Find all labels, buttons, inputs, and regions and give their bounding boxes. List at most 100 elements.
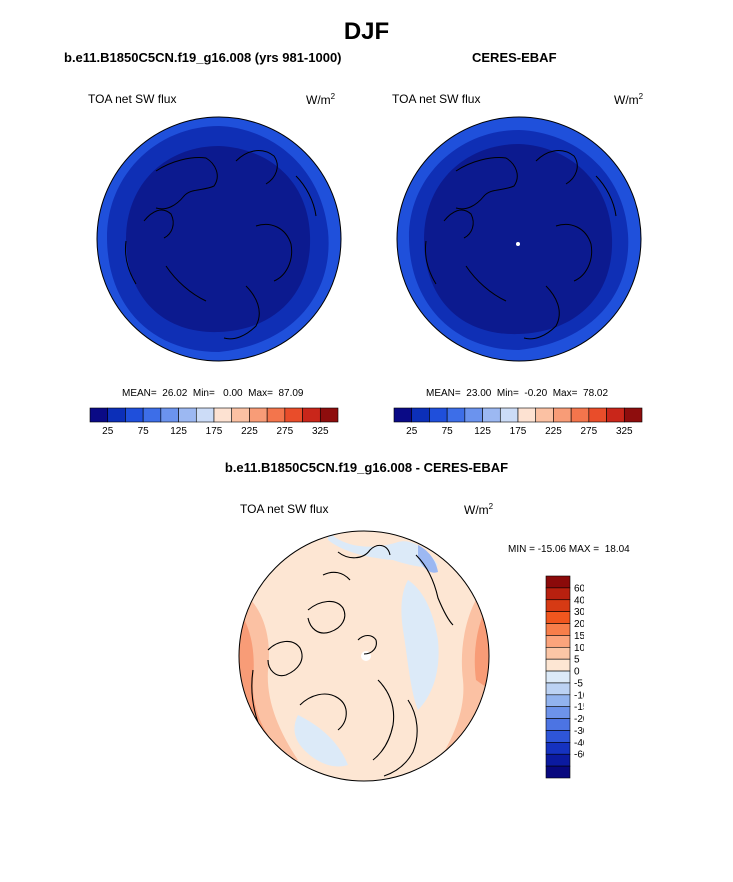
obs-pole-point	[516, 242, 520, 246]
model-units-label: W/m2	[306, 92, 336, 107]
obs-colorbar-tick-label: 125	[474, 426, 491, 437]
model-colorbar-tick-label: 275	[277, 426, 294, 437]
diff-units-label: W/m2	[464, 502, 494, 517]
diff-colorbar-cell	[545, 742, 571, 755]
diff-colorbar-cell	[545, 706, 571, 719]
obs-colorbar-cell	[535, 407, 554, 423]
diff-colorbar-cell	[545, 635, 571, 648]
model-colorbar-tick-label: 25	[102, 426, 114, 437]
diff-colorbar-cell	[545, 646, 571, 660]
model-colorbar-tick-label: 175	[206, 426, 223, 437]
diff-variable-label: TOA net SW flux	[240, 502, 329, 516]
diff-colorbar-cell	[545, 599, 571, 612]
obs-colorbar: 2575125175225275325375	[393, 407, 643, 437]
model-colorbar-cell	[213, 407, 233, 423]
diff-colorbar-tick-label: 40	[574, 595, 584, 606]
model-variable-label: TOA net SW flux	[88, 92, 177, 106]
obs-panel-title: CERES-EBAF	[472, 50, 557, 65]
diff-colorbar-tick-label: -10	[574, 690, 584, 701]
diff-colorbar-tick-label: -30	[574, 726, 584, 737]
obs-colorbar-cell	[393, 407, 413, 423]
figure-title: DJF	[343, 18, 390, 45]
model-colorbar-cell	[142, 407, 162, 423]
obs-colorbar-cell	[553, 407, 572, 423]
diff-colorbar-cell	[545, 753, 571, 767]
diff-colorbar-tick-label: 20	[574, 619, 584, 630]
obs-map-border	[396, 116, 642, 362]
model-colorbar-cell	[284, 407, 303, 423]
model-colorbar-tick-label: 125	[170, 426, 187, 437]
diff-colorbar-tick-label: -15	[574, 702, 584, 713]
obs-colorbar-cell	[606, 407, 625, 423]
obs-units-label: W/m2	[614, 92, 644, 107]
obs-colorbar-cell	[570, 407, 590, 423]
obs-colorbar-cell	[588, 407, 607, 423]
diff-colorbar-cell	[545, 718, 571, 731]
obs-stats: MEAN= 23.00 Min= -0.20 Max= 78.02	[426, 388, 609, 399]
model-colorbar-tick-label: 225	[241, 426, 258, 437]
diff-panel-title: b.e11.B1850C5CN.f19_g16.008 - CERES-EBAF	[224, 460, 509, 475]
obs-polar-map	[396, 116, 642, 362]
diff-colorbar-cell	[545, 730, 571, 743]
diff-polar-map	[238, 530, 490, 782]
obs-colorbar-cell	[482, 407, 501, 423]
model-colorbar-cell	[107, 407, 126, 423]
obs-colorbar-cell	[429, 407, 448, 423]
diff-cool-east	[401, 580, 439, 710]
diff-colorbar-tick-label: 60	[574, 583, 584, 594]
diff-colorbar-tick-label: -40	[574, 738, 584, 749]
model-colorbar-cell	[231, 407, 250, 423]
obs-colorbar-cell	[446, 407, 466, 423]
obs-colorbar-tick-label: 225	[545, 426, 562, 437]
diff-colorbar-cell	[545, 765, 571, 779]
model-colorbar-tick-label: 75	[138, 426, 150, 437]
diff-colorbar-cell	[545, 670, 571, 684]
diff-colorbar-cell	[545, 658, 571, 672]
model-colorbar-cell	[266, 407, 286, 423]
model-coastlines	[125, 150, 317, 340]
model-colorbar-cell	[249, 407, 268, 423]
diff-colorbar-tick-label: 10	[574, 643, 584, 654]
diff-colorbar-tick-label: -60	[574, 750, 584, 761]
model-stats: MEAN= 26.02 Min= 0.00 Max= 87.09	[122, 388, 304, 399]
diff-cool-north	[328, 531, 438, 568]
diff-colorbar-tick-label: -20	[574, 714, 584, 725]
obs-colorbar-tick-label: 275	[581, 426, 598, 437]
diff-colorbar-tick-label: -5	[574, 678, 583, 689]
obs-colorbar-tick-label: 75	[442, 426, 454, 437]
model-colorbar-cell	[125, 407, 144, 423]
diff-colorbar-cell	[545, 694, 571, 708]
diff-colorbar-tick-label: 5	[574, 655, 580, 666]
model-colorbar-tick-label: 325	[312, 426, 329, 437]
obs-colorbar-tick-label: 25	[406, 426, 418, 437]
model-colorbar-cell	[160, 407, 179, 423]
model-polar-map	[96, 116, 342, 362]
obs-colorbar-cell	[623, 407, 643, 423]
diff-colorbar-cell	[545, 682, 571, 696]
model-interior-region	[126, 146, 311, 333]
model-map-border	[96, 116, 342, 362]
model-colorbar-cell	[302, 407, 321, 423]
obs-colorbar-tick-label: 175	[510, 426, 527, 437]
diff-cool-south	[294, 715, 348, 767]
obs-colorbar-cell	[499, 407, 519, 423]
model-colorbar-cell	[319, 407, 339, 423]
diff-colorbar-tick-label: 15	[574, 631, 584, 642]
obs-colorbar-cell	[411, 407, 430, 423]
diff-colorbar-cell	[545, 587, 571, 601]
diff-stats: MIN = -15.06 MAX = 18.04	[508, 544, 630, 555]
diff-colorbar-cell	[545, 611, 571, 624]
obs-interior-region	[424, 144, 613, 335]
model-colorbar-cell	[195, 407, 215, 423]
diff-colorbar-cell	[545, 575, 571, 589]
diff-colorbar-tick-label: 0	[574, 667, 580, 678]
obs-variable-label: TOA net SW flux	[392, 92, 481, 106]
model-colorbar-cell	[178, 407, 197, 423]
obs-colorbar-cell	[517, 407, 537, 423]
diff-colorbar-tick-label: 30	[574, 607, 584, 618]
obs-coastlines	[425, 150, 617, 340]
obs-colorbar-tick-label: 325	[616, 426, 633, 437]
diff-map-border	[238, 530, 490, 782]
obs-colorbar-cell	[464, 407, 483, 423]
